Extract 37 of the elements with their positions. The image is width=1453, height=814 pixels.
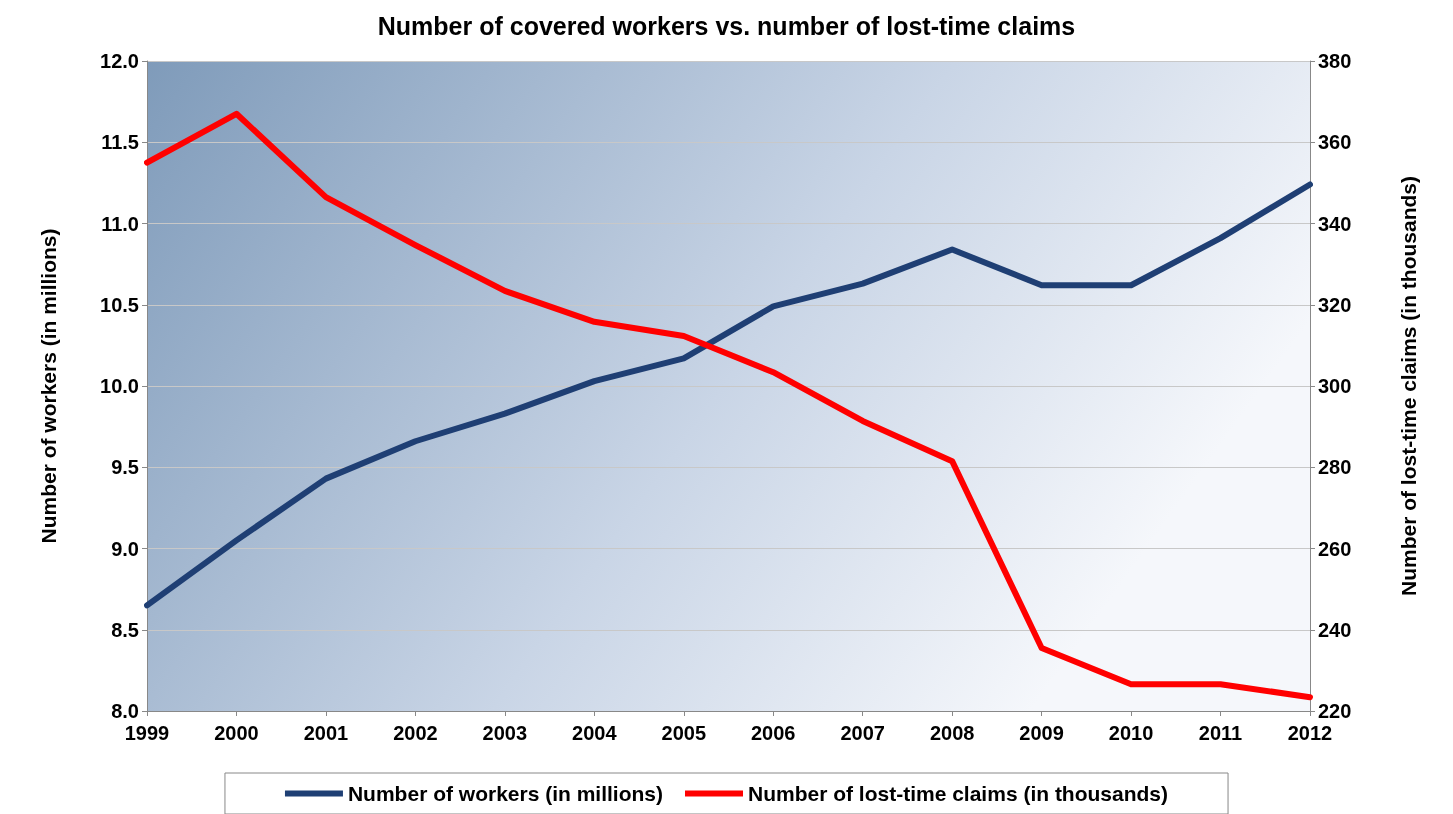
y2-tick-label: 360 — [1318, 131, 1352, 154]
x-tick-label: 2011 — [1198, 722, 1243, 744]
y-tick-label: 8.5 — [111, 618, 139, 641]
x-tick-label: 2010 — [1108, 722, 1154, 744]
x-tick-label: 2002 — [393, 722, 438, 744]
y-tick-label: 12.0 — [100, 50, 139, 72]
x-tick-label: 2012 — [1287, 722, 1333, 744]
y2-tick-label: 220 — [1318, 700, 1352, 722]
legend-label: Number of workers (in millions) — [347, 782, 664, 805]
y-tick-label: 11.0 — [101, 212, 139, 235]
y-tick-label: 10.5 — [100, 293, 139, 316]
x-tick-label: 2003 — [482, 722, 528, 744]
y-tick-label: 8.0 — [111, 700, 139, 722]
x-tick-label: 2000 — [214, 722, 259, 744]
y-axis-title: Number of workers (in millions) — [37, 228, 60, 544]
y2-tick-label: 320 — [1318, 293, 1352, 316]
y2-tick-label: 380 — [1318, 50, 1352, 72]
x-tick-label: 2008 — [929, 722, 975, 744]
y2-tick-label: 340 — [1318, 212, 1352, 235]
y2-tick-label: 260 — [1318, 537, 1352, 560]
y-tick-label: 11.5 — [101, 131, 139, 154]
x-tick-label: 2006 — [750, 722, 796, 744]
y-tick-label: 9.5 — [111, 456, 139, 479]
x-tick-label: 2007 — [840, 722, 885, 744]
x-tick-label: 2001 — [303, 722, 349, 744]
x-tick-label: 2004 — [572, 722, 618, 744]
y2-tick-label: 280 — [1318, 456, 1352, 479]
y-tick-label: 10.0 — [100, 375, 139, 397]
y2-axis-title: Number of lost-time claims (in thousands) — [1397, 175, 1420, 597]
y2-tick-label: 240 — [1318, 618, 1352, 641]
y-tick-label: 9.0 — [111, 537, 139, 560]
y2-tick-label: 300 — [1318, 375, 1352, 397]
chart-title: Number of covered workers vs. number of lost-time claims — [377, 11, 1076, 40]
x-tick-label: 2005 — [661, 722, 707, 744]
legend-label: Number of lost-time claims (in thousands) — [748, 782, 1169, 805]
x-tick-label: 2009 — [1019, 722, 1064, 744]
x-tick-label: 1999 — [124, 722, 170, 744]
